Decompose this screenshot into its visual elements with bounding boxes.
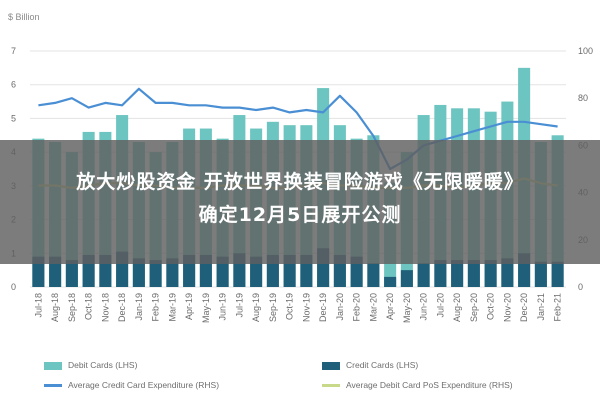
legend-label: Average Debit Card PoS Expenditure (RHS) [346, 380, 513, 390]
x-tick-label: Nov-19 [301, 293, 311, 322]
credit-bar [534, 261, 547, 287]
x-tick-label: Apr-19 [184, 293, 194, 320]
left-tick-label: 0 [11, 282, 16, 292]
x-tick-label: Nov-18 [100, 293, 110, 322]
credit-bar [132, 258, 145, 287]
legend-item-avg-debit: Average Debit Card PoS Expenditure (RHS) [322, 380, 513, 390]
x-tick-label: Feb-21 [553, 293, 563, 322]
right-tick-label: 80 [578, 93, 588, 103]
x-tick-label: Aug-18 [50, 293, 60, 322]
x-tick-label: Feb-20 [352, 293, 362, 322]
credit-bar [350, 256, 363, 287]
legend-label: Debit Cards (LHS) [68, 360, 138, 370]
x-tick-label: Feb-19 [151, 293, 161, 322]
left-axis-unit: $ Billion [8, 12, 40, 22]
x-tick-label: Dec-20 [519, 293, 529, 322]
credit-bar [551, 261, 564, 287]
legend-swatch [44, 384, 62, 388]
x-tick-label: Dec-19 [318, 293, 328, 322]
credit-bar [484, 260, 497, 287]
credit-bar [451, 260, 464, 287]
credit-bar [417, 263, 430, 287]
x-tick-label: Sep-20 [469, 293, 479, 322]
legend-label: Average Credit Card Expenditure (RHS) [68, 380, 220, 390]
legend-item-debit-cards: Debit Cards (LHS) [44, 360, 137, 370]
left-tick-label: 7 [11, 46, 16, 56]
x-tick-label: May-19 [201, 293, 211, 323]
x-tick-label: Jul-19 [234, 293, 244, 318]
left-tick-label: 5 [11, 113, 16, 123]
legend-swatch [322, 361, 340, 370]
x-axis-ticks: Jul-18 Aug-18 Sep-18 Oct-18 Nov-18 Dec-18 Jan-… [33, 293, 562, 323]
x-tick-label: Jan-21 [536, 293, 546, 321]
credit-bar [367, 263, 380, 287]
legend: Debit Cards (LHS) Credit Cards (LHS) Ave… [0, 356, 600, 400]
credit-bar [434, 260, 447, 287]
credit-bar [400, 270, 413, 287]
x-tick-label: Oct-20 [486, 293, 496, 320]
x-tick-label: Jan-20 [335, 293, 345, 321]
x-tick-label: Jun-20 [419, 293, 429, 321]
x-tick-label: May-20 [402, 293, 412, 323]
x-tick-label: Aug-19 [251, 293, 261, 322]
legend-item-credit-cards: Credit Cards (LHS) [322, 360, 418, 370]
legend-swatch [44, 361, 62, 370]
x-tick-label: Jul-20 [435, 293, 445, 318]
x-tick-label: Sep-18 [67, 293, 77, 322]
credit-bar [467, 260, 480, 287]
legend-label: Credit Cards (LHS) [346, 360, 419, 370]
avg-credit-expenditure-line [38, 87, 558, 171]
x-tick-label: Apr-20 [385, 293, 395, 320]
credit-bar [149, 260, 162, 287]
headline-line-1: 放大炒股资金 开放世界换装冒险游戏《无限暖暖》 [76, 171, 524, 193]
credit-bar [65, 260, 78, 287]
x-tick-label: Aug-20 [452, 293, 462, 322]
legend-item-avg-credit: Average Credit Card Expenditure (RHS) [44, 380, 219, 390]
overlay-banner [0, 140, 600, 264]
credit-bar [250, 256, 263, 287]
x-tick-label: Sep-19 [268, 293, 278, 322]
x-tick-label: Jan-19 [134, 293, 144, 321]
credit-bar [166, 258, 179, 287]
x-tick-label: Mar-20 [368, 293, 378, 322]
x-tick-label: Nov-20 [502, 293, 512, 322]
credit-bar [32, 256, 45, 287]
credit-bar [384, 276, 397, 287]
x-tick-label: Jun-19 [218, 293, 228, 321]
credit-bar [501, 258, 514, 287]
x-tick-label: Dec-18 [117, 293, 127, 322]
left-tick-label: 6 [11, 80, 16, 90]
legend-swatch [322, 384, 340, 388]
right-tick-label: 0 [578, 282, 583, 292]
x-tick-label: Jul-18 [33, 293, 43, 318]
x-tick-label: Oct-18 [84, 293, 94, 320]
credit-bar [216, 256, 229, 287]
right-tick-label: 100 [578, 46, 593, 56]
x-tick-label: Mar-19 [167, 293, 177, 322]
credit-bar [49, 256, 62, 287]
x-tick-label: Oct-19 [285, 293, 295, 320]
headline-line-2: 确定12月5日展开公测 [198, 204, 402, 226]
